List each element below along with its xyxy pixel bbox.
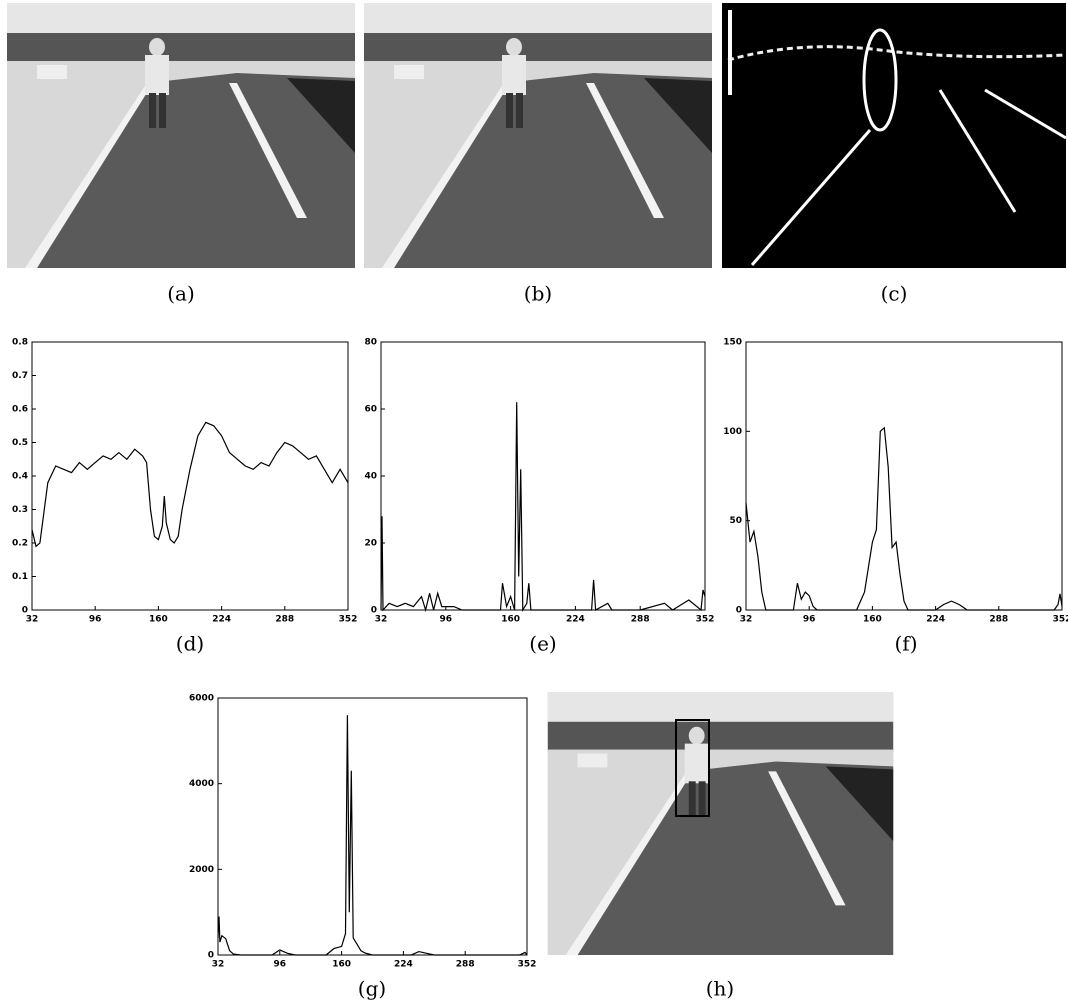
y-tick-label: 0.1 [12,572,28,582]
data-line [31,421,349,548]
x-tick-label: 224 [212,615,231,625]
x-tick-label: 224 [566,615,585,625]
x-tick-label: 224 [926,615,945,625]
y-tick-label: 6000 [189,694,214,704]
caption: (e) [529,632,556,656]
plot-frame [31,341,349,611]
x-tick-label: 352 [1053,615,1068,625]
x-tick-label: 288 [456,960,475,970]
data-line [217,715,528,956]
x-tick-label: 288 [989,615,1008,625]
caption: (d) [176,632,204,656]
x-tick-label: 352 [339,615,358,625]
y-tick-label: 0.4 [12,472,28,482]
x-tick-label: 96 [803,615,816,625]
y-tick-label: 0 [371,606,377,616]
plot-frame [745,341,1063,611]
x-tick-label: 32 [212,960,225,970]
caption: (c) [881,282,908,306]
x-tick-label: 160 [863,615,882,625]
x-tick-label: 352 [518,960,537,970]
edge-image [722,3,1067,268]
y-tick-label: 2000 [189,865,214,875]
x-tick-label: 160 [501,615,520,625]
y-tick-label: 0 [208,951,214,961]
caption: (f) [894,632,917,656]
y-tick-label: 0.5 [12,438,28,448]
caption: (a) [167,282,195,306]
x-tick-label: 352 [696,615,715,625]
caption: (g) [358,977,386,1001]
x-tick-label: 288 [631,615,650,625]
y-tick-label: 40 [364,472,377,482]
photo [7,3,355,268]
y-tick-label: 0.6 [12,405,28,415]
detection-image [547,692,894,955]
y-tick-label: 60 [364,405,377,415]
y-tick-label: 0.7 [12,371,28,381]
x-tick-label: 96 [89,615,102,625]
y-tick-label: 100 [723,427,742,437]
y-tick-label: 0.3 [12,505,28,515]
y-tick-label: 20 [364,539,377,549]
x-tick-label: 32 [740,615,753,625]
x-tick-label: 160 [149,615,168,625]
data-line [745,426,1063,611]
plot-frame [380,341,706,611]
y-tick-label: 50 [729,516,742,526]
photo [364,3,712,268]
y-tick-label: 80 [364,338,377,348]
x-tick-label: 96 [440,615,453,625]
x-tick-label: 32 [26,615,39,625]
y-tick-label: 150 [723,338,742,348]
x-tick-label: 96 [274,960,287,970]
y-tick-label: 4000 [189,779,214,789]
x-tick-label: 224 [394,960,413,970]
y-tick-label: 0.2 [12,539,28,549]
caption: (b) [524,282,552,306]
x-tick-label: 288 [275,615,294,625]
caption: (h) [706,977,735,1001]
plot-frame [217,697,528,956]
x-tick-label: 160 [332,960,351,970]
y-tick-label: 0.8 [12,338,28,348]
data-line [380,402,706,613]
x-tick-label: 32 [375,615,388,625]
y-tick-label: 0 [22,606,28,616]
y-tick-label: 0 [736,606,742,616]
